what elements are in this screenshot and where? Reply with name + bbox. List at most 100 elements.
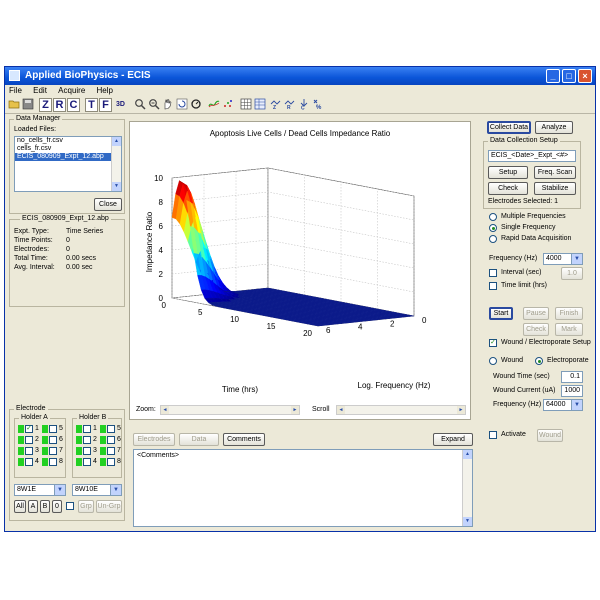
rotate-icon[interactable] (175, 98, 188, 112)
mode-single-radio[interactable] (489, 224, 497, 232)
holder-b-electrode-checkbox[interactable] (83, 458, 91, 466)
timelimit-checkbox[interactable] (489, 282, 497, 290)
holder-b-select[interactable]: 8W10E ▼ (72, 484, 122, 496)
file-pattern-input[interactable]: ECIS_<Date>_Expt_<#> (488, 150, 576, 162)
loaded-files-list[interactable]: no_cells_fr.csv cells_fr.csv ECIS_080909… (14, 136, 122, 192)
open-folder-icon[interactable] (7, 98, 20, 112)
menu-acquire[interactable]: Acquire (58, 86, 86, 95)
menu-edit[interactable]: Edit (33, 86, 47, 95)
mode-multiple-radio[interactable] (489, 213, 497, 221)
wound-button[interactable]: Wound (537, 429, 563, 442)
holder-a-electrode-checkbox[interactable] (25, 447, 33, 455)
comments-box[interactable]: <Comments> ▲ ▼ (133, 449, 473, 527)
marker-z-icon[interactable]: Z (269, 98, 282, 112)
zoom-slider[interactable]: ◄ ► (160, 405, 300, 415)
holder-b-electrode-checkbox[interactable] (107, 436, 115, 444)
wound-radio[interactable] (489, 357, 497, 365)
interval-checkbox[interactable] (489, 269, 497, 277)
holder-a-electrode-checkbox[interactable]: ✓ (25, 425, 33, 433)
scroll-slider[interactable]: ◄ ► (336, 405, 466, 415)
c-button[interactable]: C (67, 98, 80, 112)
reset-r-button[interactable]: R (53, 98, 66, 112)
freq-scan-button[interactable]: Freq. Scan (534, 166, 576, 179)
zoom-z-button[interactable]: Z (39, 98, 52, 112)
wound-setup-checkbox[interactable]: ✓ (489, 339, 497, 347)
grid-icon[interactable] (239, 98, 252, 112)
chevron-down-icon[interactable]: ▼ (54, 485, 65, 495)
magnify-icon[interactable] (133, 98, 146, 112)
group-checkbox[interactable] (66, 502, 74, 510)
holder-b-electrode-checkbox[interactable] (83, 436, 91, 444)
start-button[interactable]: Start (489, 307, 513, 320)
holder-a-electrode-checkbox[interactable] (49, 425, 57, 433)
select-a-button[interactable]: A (28, 500, 38, 513)
file-item[interactable]: cells_fr.csv (17, 145, 52, 152)
holder-a-electrode-checkbox[interactable] (49, 458, 57, 466)
select-all-button[interactable]: All (14, 500, 26, 513)
close-button[interactable]: × (578, 69, 592, 83)
chevron-down-icon[interactable]: ▼ (571, 400, 582, 410)
holder-a-electrode-checkbox[interactable] (49, 447, 57, 455)
holder-a-electrode-checkbox[interactable] (25, 436, 33, 444)
holder-a-electrode-checkbox[interactable] (49, 436, 57, 444)
analyze-button[interactable]: Analyze (535, 121, 573, 134)
file-item-selected[interactable]: ECIS_080909_Expt_12.abp (15, 153, 121, 161)
marker-c-icon[interactable]: C (297, 98, 310, 112)
comments-scrollbar[interactable]: ▲ ▼ (462, 450, 472, 526)
f-button[interactable]: F (99, 98, 112, 112)
frequency-select[interactable]: 4000 ▼ (543, 253, 583, 265)
scroll-up-icon[interactable]: ▲ (112, 137, 121, 146)
mark-button[interactable]: Mark (555, 323, 583, 336)
menu-help[interactable]: Help (96, 86, 113, 95)
table-icon[interactable] (253, 98, 266, 112)
electroporate-radio[interactable] (535, 357, 543, 365)
group-button[interactable]: Grp (78, 500, 94, 513)
marker-r-icon[interactable]: R (283, 98, 296, 112)
check-button[interactable]: Check (488, 182, 528, 195)
chevron-down-icon[interactable]: ▼ (110, 485, 121, 495)
holder-a-select[interactable]: 8W1E ▼ (14, 484, 66, 496)
file-item[interactable]: no_cells_fr.csv (17, 137, 63, 144)
comments-text[interactable]: <Comments> (137, 452, 180, 459)
pause-button[interactable]: Pause (523, 307, 549, 320)
maximize-button[interactable]: □ (562, 69, 576, 83)
save-icon[interactable] (21, 98, 34, 112)
scroll-right-icon[interactable]: ► (291, 406, 299, 414)
line-style-icon[interactable] (207, 98, 220, 112)
interval-value[interactable]: 1.0 (561, 267, 583, 280)
t-button[interactable]: T (85, 98, 98, 112)
tab-comments[interactable]: Comments (223, 433, 265, 446)
tab-data[interactable]: Data (179, 433, 219, 446)
wound-time-input[interactable]: 0.1 (561, 371, 583, 383)
select-b-button[interactable]: B (40, 500, 50, 513)
tab-electrodes[interactable]: Electrodes (133, 433, 175, 446)
scroll-right-icon[interactable]: ► (457, 406, 465, 414)
chart-svg[interactable]: 0 2 4 6 8 10 0 5 10 15 20 0 2 4 6 Apoptosis Live Cells … (130, 122, 470, 419)
close-file-button[interactable]: Close (94, 198, 122, 211)
holder-b-electrode-checkbox[interactable] (107, 425, 115, 433)
files-scrollbar[interactable]: ▲ ▼ (111, 137, 121, 191)
scroll-left-icon[interactable]: ◄ (161, 406, 169, 414)
chevron-down-icon[interactable]: ▼ (571, 254, 582, 264)
check2-button[interactable]: Check (523, 323, 549, 336)
wound-frequency-select[interactable]: 64000 ▼ (543, 399, 583, 411)
scroll-up-icon[interactable]: ▲ (463, 450, 472, 459)
minimize-button[interactable]: _ (546, 69, 560, 83)
activate-checkbox[interactable] (489, 431, 497, 439)
scroll-down-icon[interactable]: ▼ (463, 517, 472, 526)
holder-a-electrode-checkbox[interactable] (25, 458, 33, 466)
expand-button[interactable]: Expand (433, 433, 473, 446)
scroll-down-icon[interactable]: ▼ (112, 182, 121, 191)
holder-b-electrode-checkbox[interactable] (83, 447, 91, 455)
mode-rapid-radio[interactable] (489, 235, 497, 243)
setup-button[interactable]: Setup (488, 166, 528, 179)
stabilize-button[interactable]: Stabilize (534, 182, 576, 195)
holder-b-electrode-checkbox[interactable] (83, 425, 91, 433)
scatter-icon[interactable] (221, 98, 234, 112)
wound-current-input[interactable]: 1000 (561, 385, 583, 397)
refresh-icon[interactable] (189, 98, 202, 112)
menu-file[interactable]: File (9, 86, 22, 95)
select-zero-button[interactable]: 0 (52, 500, 62, 513)
marker-percent-icon[interactable]: % (311, 98, 324, 112)
ungroup-button[interactable]: Un-Grp (96, 500, 122, 513)
